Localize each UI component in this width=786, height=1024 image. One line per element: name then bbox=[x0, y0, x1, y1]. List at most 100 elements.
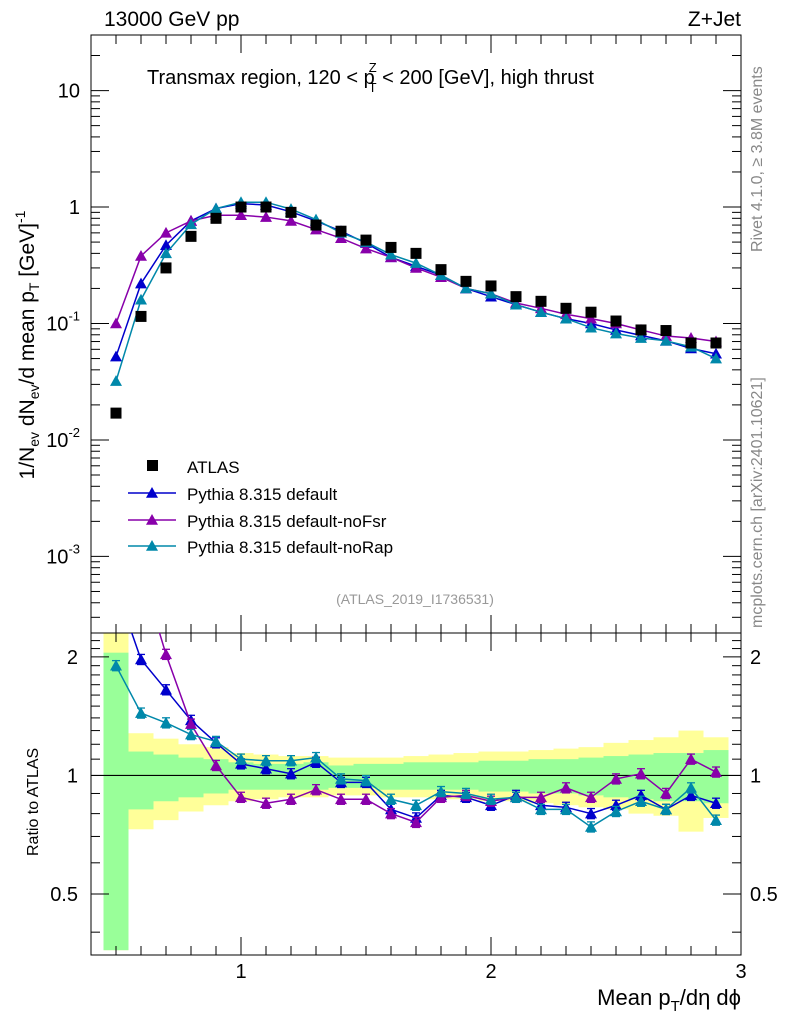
ratio-point-norap bbox=[410, 799, 422, 811]
ratio-point-norap bbox=[460, 787, 472, 799]
ratio-point-nofsr bbox=[160, 648, 172, 660]
ratio-point-default bbox=[160, 683, 172, 695]
main-y-tick-base: 10 bbox=[46, 313, 68, 335]
x-axis-label: Mean pT/dη dϕ bbox=[597, 985, 741, 1015]
legend-label: Pythia 8.315 default-noRap bbox=[187, 538, 393, 557]
ratio-point-norap bbox=[560, 803, 572, 815]
series-line-default bbox=[115, 202, 717, 357]
data-point-atlas bbox=[410, 247, 422, 259]
series-point-nofsr bbox=[360, 242, 372, 254]
series-point-norap bbox=[135, 293, 147, 305]
main-data bbox=[110, 196, 722, 419]
main-y-tick-label: 10 bbox=[58, 81, 80, 103]
ratio-point-default bbox=[635, 789, 647, 801]
ratio-point-nofsr bbox=[710, 766, 722, 777]
data-point-atlas bbox=[310, 219, 322, 231]
plot-title: Transmax region, 120 < pZ T < 200 [GeV], … bbox=[147, 60, 594, 95]
data-point-atlas bbox=[285, 206, 297, 218]
data-point-atlas bbox=[335, 225, 347, 237]
series-line-nofsr bbox=[115, 214, 717, 343]
series-point-norap bbox=[185, 218, 197, 230]
ratio-point-norap bbox=[160, 716, 172, 728]
series-point-norap bbox=[710, 352, 722, 364]
stat-uncertainty-band bbox=[528, 759, 554, 794]
ratio-point-nofsr bbox=[385, 807, 397, 819]
ratio-point-norap bbox=[235, 753, 247, 764]
ratio-point-nofsr bbox=[285, 793, 297, 805]
ratio-point-default bbox=[610, 799, 622, 811]
plot-title-sub: T bbox=[369, 80, 377, 95]
ratio-point-norap bbox=[385, 793, 397, 805]
data-point-atlas bbox=[510, 291, 522, 303]
ratio-point-nofsr bbox=[635, 767, 647, 779]
ratio-bands bbox=[103, 633, 729, 951]
series-point-nofsr bbox=[235, 209, 247, 221]
ratio-point-norap bbox=[635, 795, 647, 807]
series-point-nofsr bbox=[285, 214, 297, 226]
legend-marker bbox=[146, 514, 158, 525]
ratio-y-tick-label: 0.5 bbox=[50, 884, 78, 906]
stat-uncertainty-band bbox=[128, 751, 154, 810]
data-point-atlas bbox=[385, 241, 397, 253]
series-point-norap bbox=[635, 332, 647, 343]
y-axis-label-main: 1/Nev dNev/d mean pT [GeV]-1 bbox=[12, 210, 42, 479]
legend-marker bbox=[146, 487, 158, 498]
x-tick-label: 1 bbox=[235, 961, 246, 983]
data-point-atlas bbox=[235, 201, 247, 213]
series-point-nofsr bbox=[260, 211, 272, 222]
series-point-norap bbox=[535, 306, 547, 318]
ratio-point-norap bbox=[110, 659, 122, 671]
ratio-point-norap bbox=[535, 803, 547, 815]
series-point-nofsr bbox=[585, 312, 597, 324]
plot-title-main: Transmax region, 120 < p bbox=[147, 67, 375, 89]
ratio-y-tick-label: 2 bbox=[67, 647, 78, 669]
main-y-tick-label: 1 bbox=[69, 197, 80, 219]
ratio-point-nofsr bbox=[335, 793, 347, 805]
ratio-point-norap bbox=[585, 820, 597, 832]
series-point-norap bbox=[510, 298, 522, 310]
ratio-point-norap bbox=[260, 754, 272, 766]
ratio-point-nofsr bbox=[610, 772, 622, 784]
series-point-norap bbox=[410, 257, 422, 268]
data-point-atlas bbox=[485, 280, 497, 292]
ratio-point-default bbox=[285, 767, 297, 779]
ratio-point-nofsr bbox=[535, 791, 547, 803]
series-point-norap bbox=[385, 248, 397, 260]
ratio-y-tick-label-right: 1 bbox=[750, 765, 761, 787]
data-point-atlas bbox=[535, 295, 547, 307]
series-point-norap bbox=[485, 287, 497, 299]
stat-uncertainty-band bbox=[378, 763, 404, 790]
ratio-point-norap bbox=[285, 754, 297, 766]
ratio-data bbox=[110, 633, 722, 833]
ratio-point-nofsr bbox=[185, 718, 197, 729]
data-point-atlas bbox=[710, 337, 722, 349]
series-point-norap bbox=[210, 202, 222, 214]
ratio-point-norap bbox=[485, 793, 497, 805]
legend-marker bbox=[146, 540, 158, 551]
ratio-point-norap bbox=[510, 791, 522, 803]
ratio-point-norap bbox=[135, 707, 147, 718]
ratio-y-tick-label-right: 2 bbox=[750, 647, 761, 669]
main-y-tick-exp: -2 bbox=[68, 425, 80, 440]
ratio-point-norap bbox=[185, 728, 197, 740]
ratio-point-default bbox=[710, 797, 722, 809]
stat-uncertainty-band bbox=[478, 760, 504, 792]
main-y-tick-base: 10 bbox=[46, 546, 68, 568]
series-line-norap bbox=[115, 201, 717, 382]
ratio-point-norap bbox=[360, 774, 372, 786]
series-point-norap bbox=[585, 321, 597, 333]
legend-marker-atlas bbox=[147, 460, 158, 471]
stat-uncertainty-band bbox=[578, 757, 604, 796]
stat-uncertainty-band bbox=[503, 760, 529, 792]
ratio-point-norap bbox=[435, 785, 447, 797]
ratio-point-default bbox=[260, 762, 272, 774]
mcplots-label: mcplots.cern.ch [arXiv:2401.10621] bbox=[749, 377, 766, 628]
ratio-point-norap bbox=[210, 735, 222, 747]
ratio-point-norap bbox=[660, 803, 672, 815]
ratio-point-nofsr bbox=[410, 816, 422, 828]
legend-label: Pythia 8.315 default-noFsr bbox=[187, 512, 387, 531]
ratio-point-default bbox=[135, 653, 147, 665]
ratio-point-default bbox=[585, 807, 597, 819]
ratio-y-tick-label: 1 bbox=[67, 765, 78, 787]
stat-uncertainty-band bbox=[178, 757, 204, 798]
